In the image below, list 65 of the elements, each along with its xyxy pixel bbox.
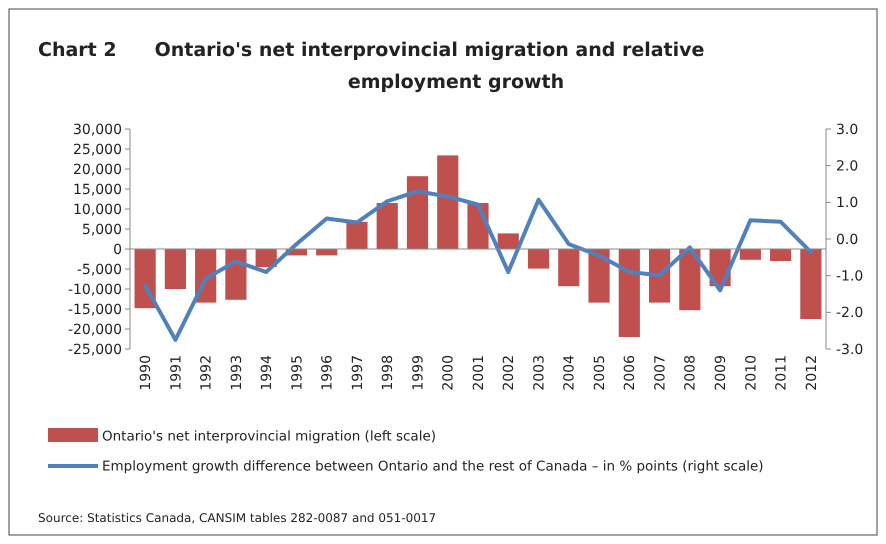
x-tick-label: 1996 <box>320 354 336 391</box>
x-tick-label: 1998 <box>380 355 396 391</box>
y-tick-label: 5,000 <box>82 222 122 238</box>
y-tick-label: -25,000 <box>68 342 122 358</box>
bar <box>256 249 277 267</box>
bar <box>498 233 519 249</box>
bar <box>558 249 580 286</box>
x-tick-label: 2005 <box>592 355 608 391</box>
y2-tick-label: 2.0 <box>836 158 858 175</box>
x-tick-label: 2008 <box>682 355 699 391</box>
y-tick-label: -5,000 <box>76 262 122 278</box>
bar <box>770 249 792 261</box>
y2-tick-label: -1.0 <box>836 268 864 285</box>
y2-tick-label: -2.0 <box>836 305 864 322</box>
x-tick-label: 2009 <box>712 355 729 391</box>
bar <box>134 249 156 308</box>
y-tick-label: 0 <box>113 242 122 258</box>
y-tick-label: 30,000 <box>73 122 122 138</box>
bar <box>679 249 700 310</box>
x-tick-label: 2006 <box>622 354 638 391</box>
x-tick-label: 2012 <box>804 355 820 391</box>
bar <box>800 249 822 319</box>
bar <box>406 176 428 249</box>
source-note: Source: Statistics Canada, CANSIM tables 282-0087 and 051-0017 <box>38 511 436 525</box>
y2-tick-label: 0.0 <box>836 232 858 248</box>
legend-label: Ontario's net interprovincial migration (left scale) <box>102 428 436 445</box>
legend-label: Employment growth difference between Ontario and the rest of Canada – in % points (right scale) <box>102 458 764 475</box>
x-tick-label: 1994 <box>259 354 276 391</box>
bar <box>528 249 550 269</box>
x-tick-label: 2003 <box>531 355 548 391</box>
chart-title: Chart 2 Ontario's net interprovincial migration and relative employment growth <box>38 39 704 93</box>
y-tick-label: 25,000 <box>73 142 122 158</box>
y-tick-label: -20,000 <box>68 322 122 338</box>
y2-tick-label: 1.0 <box>836 195 858 212</box>
x-tick-label: 1990 <box>138 355 154 391</box>
y-tick-label: 10,000 <box>73 202 122 218</box>
y2-tick-label: -3.0 <box>836 342 864 358</box>
x-tick-label: 2001 <box>470 355 487 391</box>
x-tick-label: 2002 <box>501 355 518 391</box>
x-tick-label: 2007 <box>652 355 668 391</box>
y-tick-label: -15,000 <box>68 302 122 318</box>
x-tick-label: 1999 <box>410 355 426 391</box>
x-tick-label: 1991 <box>168 355 184 391</box>
x-tick-label: 2010 <box>743 355 760 391</box>
x-tick-label: 2004 <box>562 354 578 391</box>
x-tick-label: 2011 <box>774 355 790 391</box>
y-tick-label: 15,000 <box>73 182 122 198</box>
line-series <box>143 189 813 342</box>
x-tick-label: 1993 <box>228 355 245 391</box>
x-tick-label: 1992 <box>198 355 215 391</box>
bar <box>618 249 640 337</box>
y-tick-label: -10,000 <box>68 282 122 298</box>
x-tick-label: 2000 <box>440 355 457 391</box>
bar <box>740 249 761 260</box>
bar <box>346 222 368 249</box>
bar <box>225 249 247 300</box>
x-tick-label: 1995 <box>289 355 306 391</box>
x-tick-label: 1997 <box>350 355 366 391</box>
bar <box>164 249 186 289</box>
y-tick-label: 20,000 <box>73 162 122 178</box>
bar <box>437 155 458 249</box>
bar <box>588 249 610 303</box>
y2-tick-label: 3.0 <box>836 122 858 138</box>
bar <box>316 249 338 256</box>
bar <box>376 203 398 249</box>
